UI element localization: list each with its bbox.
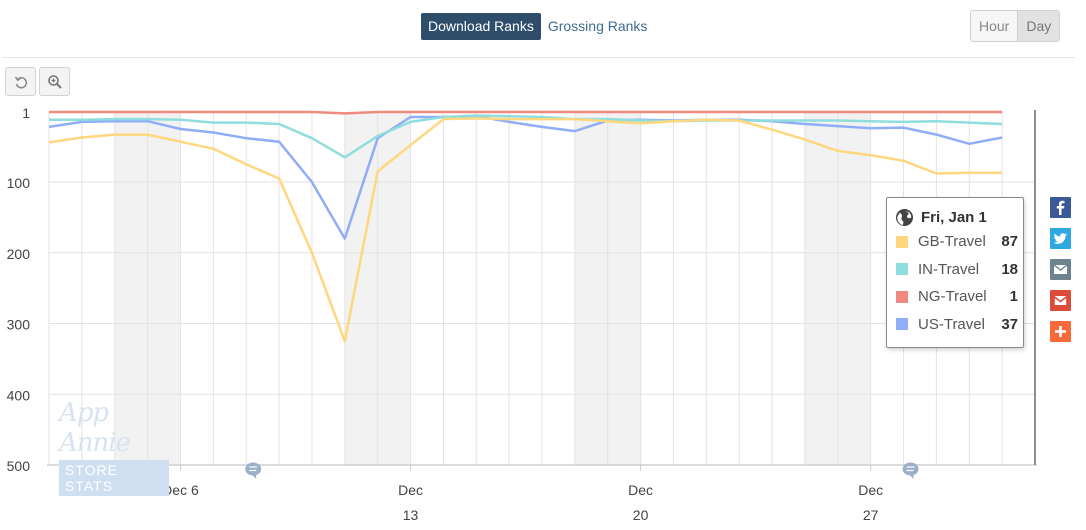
globe-icon (895, 208, 914, 226)
series-line-gb-travel (48, 117, 1003, 343)
y-tick-label: 1 (22, 105, 30, 121)
annotation-icon-tail (908, 474, 914, 479)
watermark-sub: STORE STATS (59, 460, 169, 496)
undo-icon (14, 76, 27, 88)
zoom-button[interactable] (39, 67, 70, 96)
hour-button[interactable]: Hour (971, 11, 1018, 41)
tooltip-row: US-Travel 37 (895, 311, 1023, 339)
annotation-icon (245, 462, 262, 476)
rank-type-tabs: Download Ranks Grossing Ranks (421, 13, 654, 40)
y-tick-label: 100 (7, 175, 31, 191)
tooltip-rows: GB-Travel 87 IN-Travel 18 NG-Travel 1 US-Trave… (895, 228, 1023, 338)
series-name: IN-Travel (918, 260, 980, 278)
plus-share-button[interactable] (1050, 321, 1071, 342)
tab-grossing-ranks[interactable]: Grossing Ranks (547, 18, 648, 34)
tooltip-row: NG-Travel 1 (895, 283, 1023, 311)
x-tick-label: Dec (628, 482, 653, 498)
annotation-icon (902, 462, 919, 476)
legend-swatch (896, 318, 908, 331)
chart-tooltip: Fri, Jan 1 GB-Travel 87 IN-Travel 18 NG-Trav… (886, 197, 1024, 348)
reset-zoom-button[interactable] (5, 67, 36, 96)
y-tick-label: 400 (7, 387, 31, 403)
email-share-button[interactable] (1050, 259, 1071, 280)
gmail-share-button[interactable] (1050, 290, 1071, 311)
x-tick-label: Dec (398, 482, 423, 498)
tooltip-row: IN-Travel 18 (895, 256, 1023, 284)
y-tick-label: 500 (7, 458, 31, 474)
series-value: 37 (1001, 315, 1018, 333)
facebook-share-button[interactable] (1050, 197, 1071, 218)
watermark-brand: App Annie (59, 398, 131, 458)
x-tick-label: 27 (863, 507, 879, 523)
legend-swatch (896, 290, 908, 303)
x-tick-label: 20 (633, 507, 649, 523)
header-divider (2, 57, 1075, 58)
tooltip-header: Fri, Jan 1 (895, 206, 1023, 228)
x-tick-label: Dec (858, 482, 883, 498)
series-line-ng-travel (49, 110, 1003, 115)
legend-swatch (896, 235, 908, 248)
granularity-toggle: Hour Day (970, 10, 1061, 42)
facebook-icon (1056, 200, 1065, 215)
x-tick-label: 13 (403, 507, 419, 523)
day-button[interactable]: Day (1017, 11, 1060, 41)
series-value: 87 (1001, 233, 1018, 251)
legend-swatch (896, 263, 908, 276)
series-line-in-travel (49, 114, 1003, 159)
y-tick-label: 300 (7, 317, 31, 333)
series-line-us-travel (48, 114, 1003, 240)
tooltip-date: Fri, Jan 1 (921, 208, 987, 226)
series-name: GB-Travel (918, 233, 986, 251)
annotation-icon-tail (251, 474, 257, 479)
gmail-icon (1053, 295, 1068, 305)
plus-icon (1055, 326, 1066, 337)
zoom-in-icon (47, 74, 62, 89)
series-name: NG-Travel (918, 288, 987, 306)
y-tick-label: 200 (7, 246, 31, 262)
app-annie-watermark: App Annie STORE STATS (59, 398, 169, 496)
series-value: 18 (1001, 260, 1018, 278)
series-name: US-Travel (918, 315, 985, 333)
twitter-icon (1053, 233, 1067, 244)
tooltip-row: GB-Travel 87 (895, 228, 1023, 256)
x-tick-label: Dec 6 (162, 482, 199, 498)
tab-download-ranks[interactable]: Download Ranks (421, 13, 541, 40)
email-icon (1053, 264, 1068, 274)
twitter-share-button[interactable] (1050, 228, 1071, 249)
series-value: 1 (1009, 288, 1018, 306)
